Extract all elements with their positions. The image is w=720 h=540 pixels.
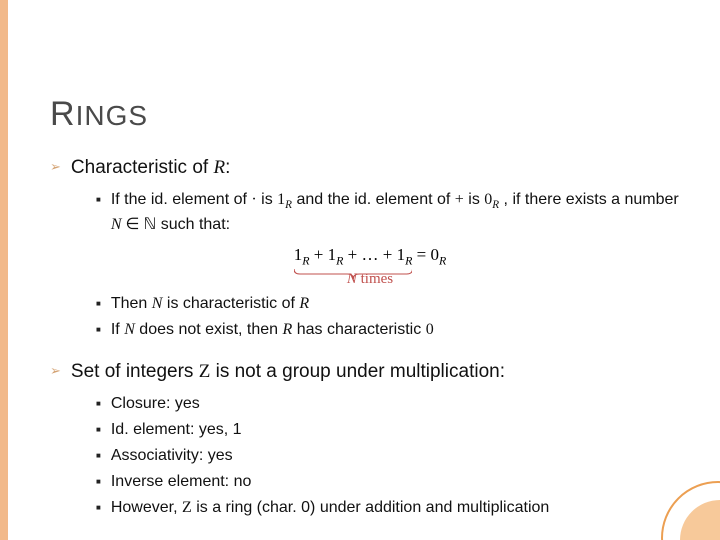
sub-row-then-n: ■ Then N is characteristic of R [96, 294, 690, 314]
t: Set of integers [71, 361, 199, 382]
square-bullet-icon: ■ [96, 472, 101, 492]
t: If [111, 321, 124, 338]
brace-group: 1R + 1R + … + 1R [294, 245, 413, 268]
text-assoc: Associativity: yes [111, 446, 233, 466]
t: R [439, 254, 446, 268]
equation-sum: 1R + 1R + … + 1R = 0R [50, 245, 690, 268]
t: 1 [397, 245, 406, 264]
text-id: Id. element: yes, 1 [111, 420, 242, 440]
t: N [152, 295, 163, 312]
square-bullet-icon: ■ [96, 320, 101, 340]
title-rest: INGS [76, 100, 148, 131]
t: is characteristic of [162, 295, 299, 312]
t: + [383, 245, 397, 264]
t: R [405, 254, 412, 268]
t: R [283, 321, 293, 338]
t: does not exist, then [135, 321, 283, 338]
underbrace-icon [294, 269, 413, 279]
text-however: However, Z is a ring (char. 0) under add… [111, 498, 549, 518]
t: = [417, 245, 431, 264]
sub-row-closure: ■ Closure: yes [96, 394, 690, 414]
t: + [455, 191, 464, 208]
t: Then [111, 295, 152, 312]
text-id-elements: If the id. element of · is 1R and the id… [111, 190, 690, 235]
t: has characteristic [292, 321, 425, 338]
t: 0 [426, 321, 434, 338]
t: ℕ [143, 216, 156, 233]
t: + [310, 245, 328, 264]
bullet-row-integers: ➢ Set of integers Z is not a group under… [50, 360, 690, 384]
t: Z [199, 361, 211, 382]
t: If the id. element of [111, 191, 252, 208]
square-bullet-icon: ■ [96, 394, 101, 414]
t: … [362, 245, 383, 264]
square-bullet-icon: ■ [96, 498, 101, 518]
t: 0 [430, 245, 439, 264]
t: N [124, 321, 135, 338]
text-inverse: Inverse element: no [111, 472, 252, 492]
sub-row-however: ■ However, Z is a ring (char. 0) under a… [96, 498, 690, 518]
title-first-letter: R [50, 95, 76, 133]
t: and the id. element of [292, 191, 455, 208]
content-area: RINGS ➢ Characteristic of R: ■ If the id… [50, 95, 690, 518]
t: + [343, 245, 361, 264]
t: R [285, 199, 292, 211]
square-bullet-icon: ■ [96, 446, 101, 466]
t: , if there exists a number [499, 191, 679, 208]
text-characteristic: Characteristic of R: [71, 156, 230, 180]
bullet-row-characteristic: ➢ Characteristic of R: [50, 156, 690, 180]
text-then-n: Then N is characteristic of R [111, 294, 309, 314]
t: 1 [294, 245, 303, 264]
slide-title: RINGS [50, 95, 690, 134]
t: 1 [328, 245, 337, 264]
left-accent-stripe [0, 0, 8, 540]
chevron-icon: ➢ [50, 360, 61, 382]
sub-row-if-not: ■ If N does not exist, then R has charac… [96, 320, 690, 340]
t: R [302, 254, 309, 268]
t: is not a group under multiplication: [210, 361, 505, 382]
slide: RINGS ➢ Characteristic of R: ■ If the id… [0, 0, 720, 540]
t: Z [182, 499, 192, 516]
square-bullet-icon: ■ [96, 294, 101, 314]
sub-row-id: ■ Id. element: yes, 1 [96, 420, 690, 440]
t: : [225, 157, 230, 178]
t: R [299, 295, 309, 312]
t: is a ring (char. 0) under addition and m… [192, 499, 550, 516]
text-if-not: If N does not exist, then R has characte… [111, 320, 434, 340]
t: 1 [277, 191, 285, 208]
t: is [464, 191, 484, 208]
t: However, [111, 499, 182, 516]
square-bullet-icon: ■ [96, 190, 101, 210]
sub-row-inverse: ■ Inverse element: no [96, 472, 690, 492]
text-integers: Set of integers Z is not a group under m… [71, 360, 505, 384]
math-r: R [213, 157, 225, 178]
square-bullet-icon: ■ [96, 420, 101, 440]
t: N [111, 216, 122, 233]
t: such that: [156, 216, 230, 233]
text-closure: Closure: yes [111, 394, 200, 414]
t: is [257, 191, 277, 208]
t: ∈ [122, 216, 144, 233]
t: Characteristic of [71, 157, 214, 178]
sub-row-id-elements: ■ If the id. element of · is 1R and the … [96, 190, 690, 235]
sub-row-assoc: ■ Associativity: yes [96, 446, 690, 466]
chevron-icon: ➢ [50, 156, 61, 178]
